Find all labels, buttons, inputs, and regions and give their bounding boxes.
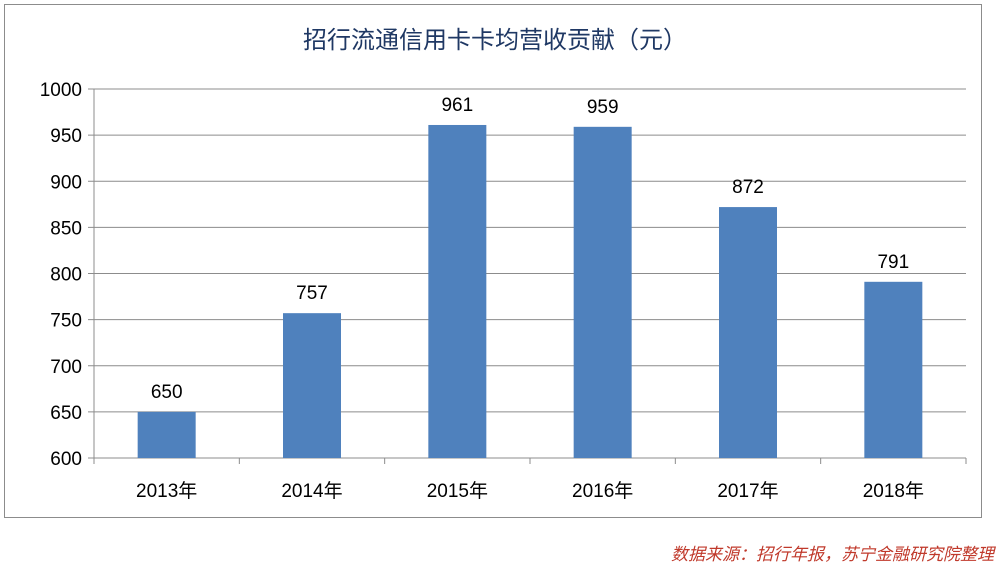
data-label: 650 bbox=[151, 382, 183, 403]
bar-2017 bbox=[719, 207, 777, 458]
chart-title: 招行流通信用卡卡均营收贡献（元） bbox=[303, 26, 687, 54]
bar-2018 bbox=[864, 281, 923, 458]
bar-2016 bbox=[573, 126, 632, 458]
y-tick-label: 600 bbox=[50, 449, 82, 470]
y-tick-label: 850 bbox=[50, 218, 82, 239]
x-tick-label: 2016年 bbox=[572, 480, 633, 502]
data-label: 872 bbox=[732, 177, 764, 198]
x-tick-label: 2018年 bbox=[863, 480, 924, 502]
y-tick-label: 700 bbox=[50, 357, 82, 378]
bars bbox=[137, 124, 923, 458]
y-tick-label: 650 bbox=[50, 403, 82, 424]
data-label: 959 bbox=[587, 97, 619, 118]
x-tick-label: 2017年 bbox=[717, 480, 778, 502]
data-label: 757 bbox=[296, 283, 328, 304]
bar-2014 bbox=[283, 313, 341, 458]
gridlines bbox=[88, 88, 967, 464]
bar-2015 bbox=[428, 124, 487, 458]
y-tick-label: 800 bbox=[50, 265, 82, 286]
y-tick-label: 750 bbox=[50, 311, 82, 332]
source-note: 数据来源：招行年报，苏宁金融研究院整理 bbox=[671, 545, 994, 565]
y-tick-label: 900 bbox=[50, 172, 82, 193]
data-label: 961 bbox=[441, 95, 473, 116]
y-tick-label: 1000 bbox=[40, 80, 82, 101]
bar-2013 bbox=[137, 411, 196, 458]
x-tick-label: 2014年 bbox=[281, 480, 342, 502]
x-tick-label: 2013年 bbox=[136, 480, 197, 502]
data-label: 791 bbox=[877, 252, 909, 273]
x-tick-label: 2015年 bbox=[427, 480, 488, 502]
y-tick-label: 950 bbox=[50, 126, 82, 147]
labels: 600 650 700 750 800 850 900 950 1000 650 2013年 757 2… bbox=[40, 80, 924, 502]
